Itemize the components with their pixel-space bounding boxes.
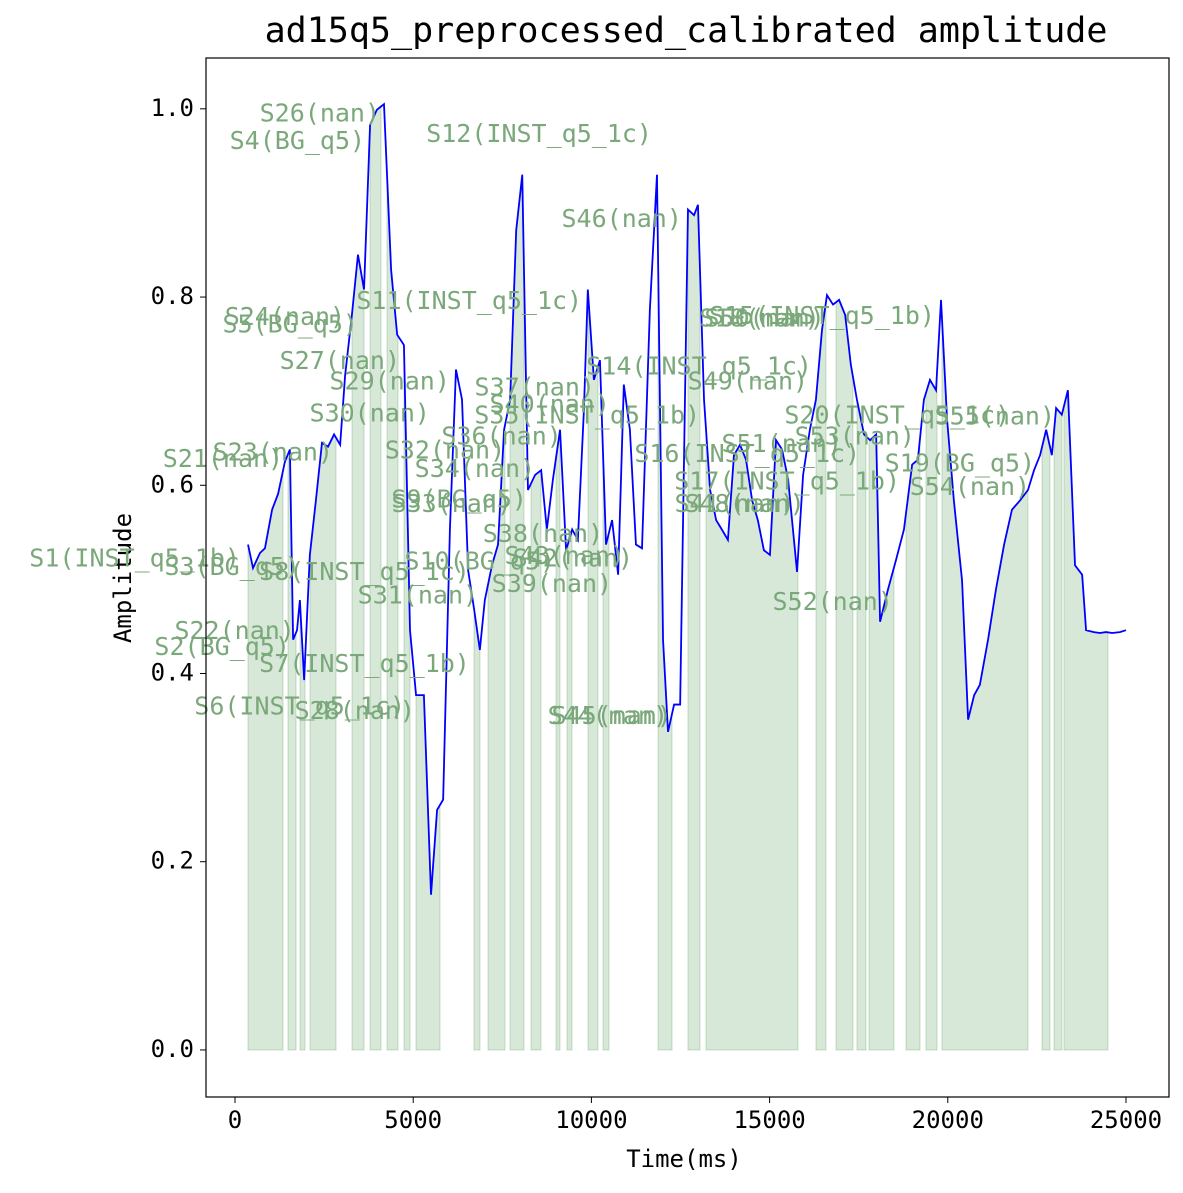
segment-area [566, 529, 573, 1051]
segment-label: S35(INST_q5_1b) [474, 401, 700, 430]
segment-label: S30(nan) [310, 399, 430, 428]
y-tick-label: 1.0 [151, 94, 194, 122]
segment-label: S40(nan) [490, 389, 610, 418]
x-tick-label: 15000 [733, 1106, 805, 1134]
segment-label: S43(nan) [504, 541, 624, 570]
y-tick-label: 0.8 [151, 282, 194, 310]
segment-label: S45(nan) [552, 701, 672, 730]
segment-label: S33(nan) [392, 489, 512, 518]
segment-label: S24(nan) [225, 302, 345, 331]
segment-label: S34(nan) [415, 454, 535, 483]
segment-label: S36(nan) [441, 421, 561, 450]
segment-label: S5(BG_q5) [222, 309, 357, 338]
segment-label: S6(INST_q5_1c) [194, 691, 405, 720]
segment-label: S44(nan) [548, 701, 668, 730]
segment-label: S38(nan) [483, 519, 603, 548]
segment-label: S9(BG_q5) [391, 484, 526, 513]
segment-label: S16(INST_q5_1c) [634, 439, 860, 468]
segment-area [1053, 406, 1063, 1051]
segment-area [1041, 429, 1051, 1051]
axes-frame [205, 57, 1170, 1098]
segment-label: S48(nan) [684, 489, 804, 518]
x-tick-label: 20000 [912, 1106, 984, 1134]
segment-label: S31(nan) [358, 580, 478, 609]
segment-label: S14(INST_q5_1c) [586, 352, 812, 381]
y-tick-label: 0.6 [151, 470, 194, 498]
segment-label: S29(nan) [329, 367, 449, 396]
segment-label: S54(nan) [910, 472, 1030, 501]
segment-label: S12(INST_q5_1c) [426, 119, 652, 148]
segment-label: S19(BG_q5) [885, 449, 1036, 478]
x-tick-label: 5000 [384, 1106, 442, 1134]
segment-label: S22(nan) [174, 616, 294, 645]
segment-label: S10(BG_q5) [405, 546, 556, 575]
segment-label: S11(INST_q5_1c) [356, 286, 582, 315]
segment-label: S4(BG_q5) [230, 126, 365, 155]
segment-label: S17(INST_q5_1b) [674, 466, 900, 495]
segment-label: S21(nan) [163, 444, 283, 473]
segment-label: S49(nan) [688, 367, 808, 396]
amplitude-line [247, 102, 1127, 895]
segment-label: S7(INST_q5_1b) [259, 649, 470, 678]
segment-label: S41(nan) [674, 489, 794, 518]
segment-label: S51(nan) [722, 429, 842, 458]
segment-label: S15(INST_q5_1b) [709, 301, 935, 330]
segment-area [905, 438, 921, 1051]
segment-label: S1(INST_q5_1b) [29, 544, 240, 573]
segment-label: S8(INST_q5_1c) [259, 557, 470, 586]
segment-label: S2(BG_q5) [154, 632, 289, 661]
segment-label: S37(nan) [475, 372, 595, 401]
y-tick-label: 0.0 [151, 1035, 194, 1063]
segment-label: S42(nan) [513, 544, 633, 573]
segment-label: S52(nan) [772, 587, 892, 616]
segment-label: S55(nan) [935, 402, 1055, 431]
y-tick-label: 0.4 [151, 658, 194, 686]
segment-area [687, 204, 701, 1051]
x-axis-label: Time(ms) [626, 1145, 742, 1173]
segment-label: S18(nan) [699, 304, 819, 333]
segment-label: S28(nan) [295, 696, 415, 725]
segment-label: S53(nan) [795, 421, 915, 450]
x-tick-label: 10000 [555, 1106, 627, 1134]
x-tick-label: 0 [228, 1106, 242, 1134]
segment-area [309, 433, 337, 1051]
chart-title: ad15q5_preprocessed_calibrated amplitude [265, 11, 1108, 51]
segment-label: S3(BG_q5) [164, 552, 299, 581]
segment-label: S27(nan) [280, 346, 400, 375]
segment-label: S39(nan) [492, 569, 612, 598]
y-tick-label: 0.2 [151, 847, 194, 875]
segment-area [856, 399, 867, 1051]
segment-label: S46(nan) [562, 204, 682, 233]
segment-label: S32(nan) [385, 435, 505, 464]
segment-area [473, 608, 481, 1051]
segment-label: S50(nan) [704, 304, 824, 333]
segment-label: S23(nan) [213, 437, 333, 466]
x-tick-label: 25000 [1090, 1106, 1162, 1134]
segment-label: S20(INST_q5_1c) [784, 401, 1010, 430]
plot-area: S1(INST_q5_1b)S3(BG_q5)S8(INST_q5_1c) S2(… [29, 98, 1127, 1051]
y-axis-label: Amplitude [109, 513, 137, 643]
segment-label: S26(nan) [260, 98, 380, 127]
